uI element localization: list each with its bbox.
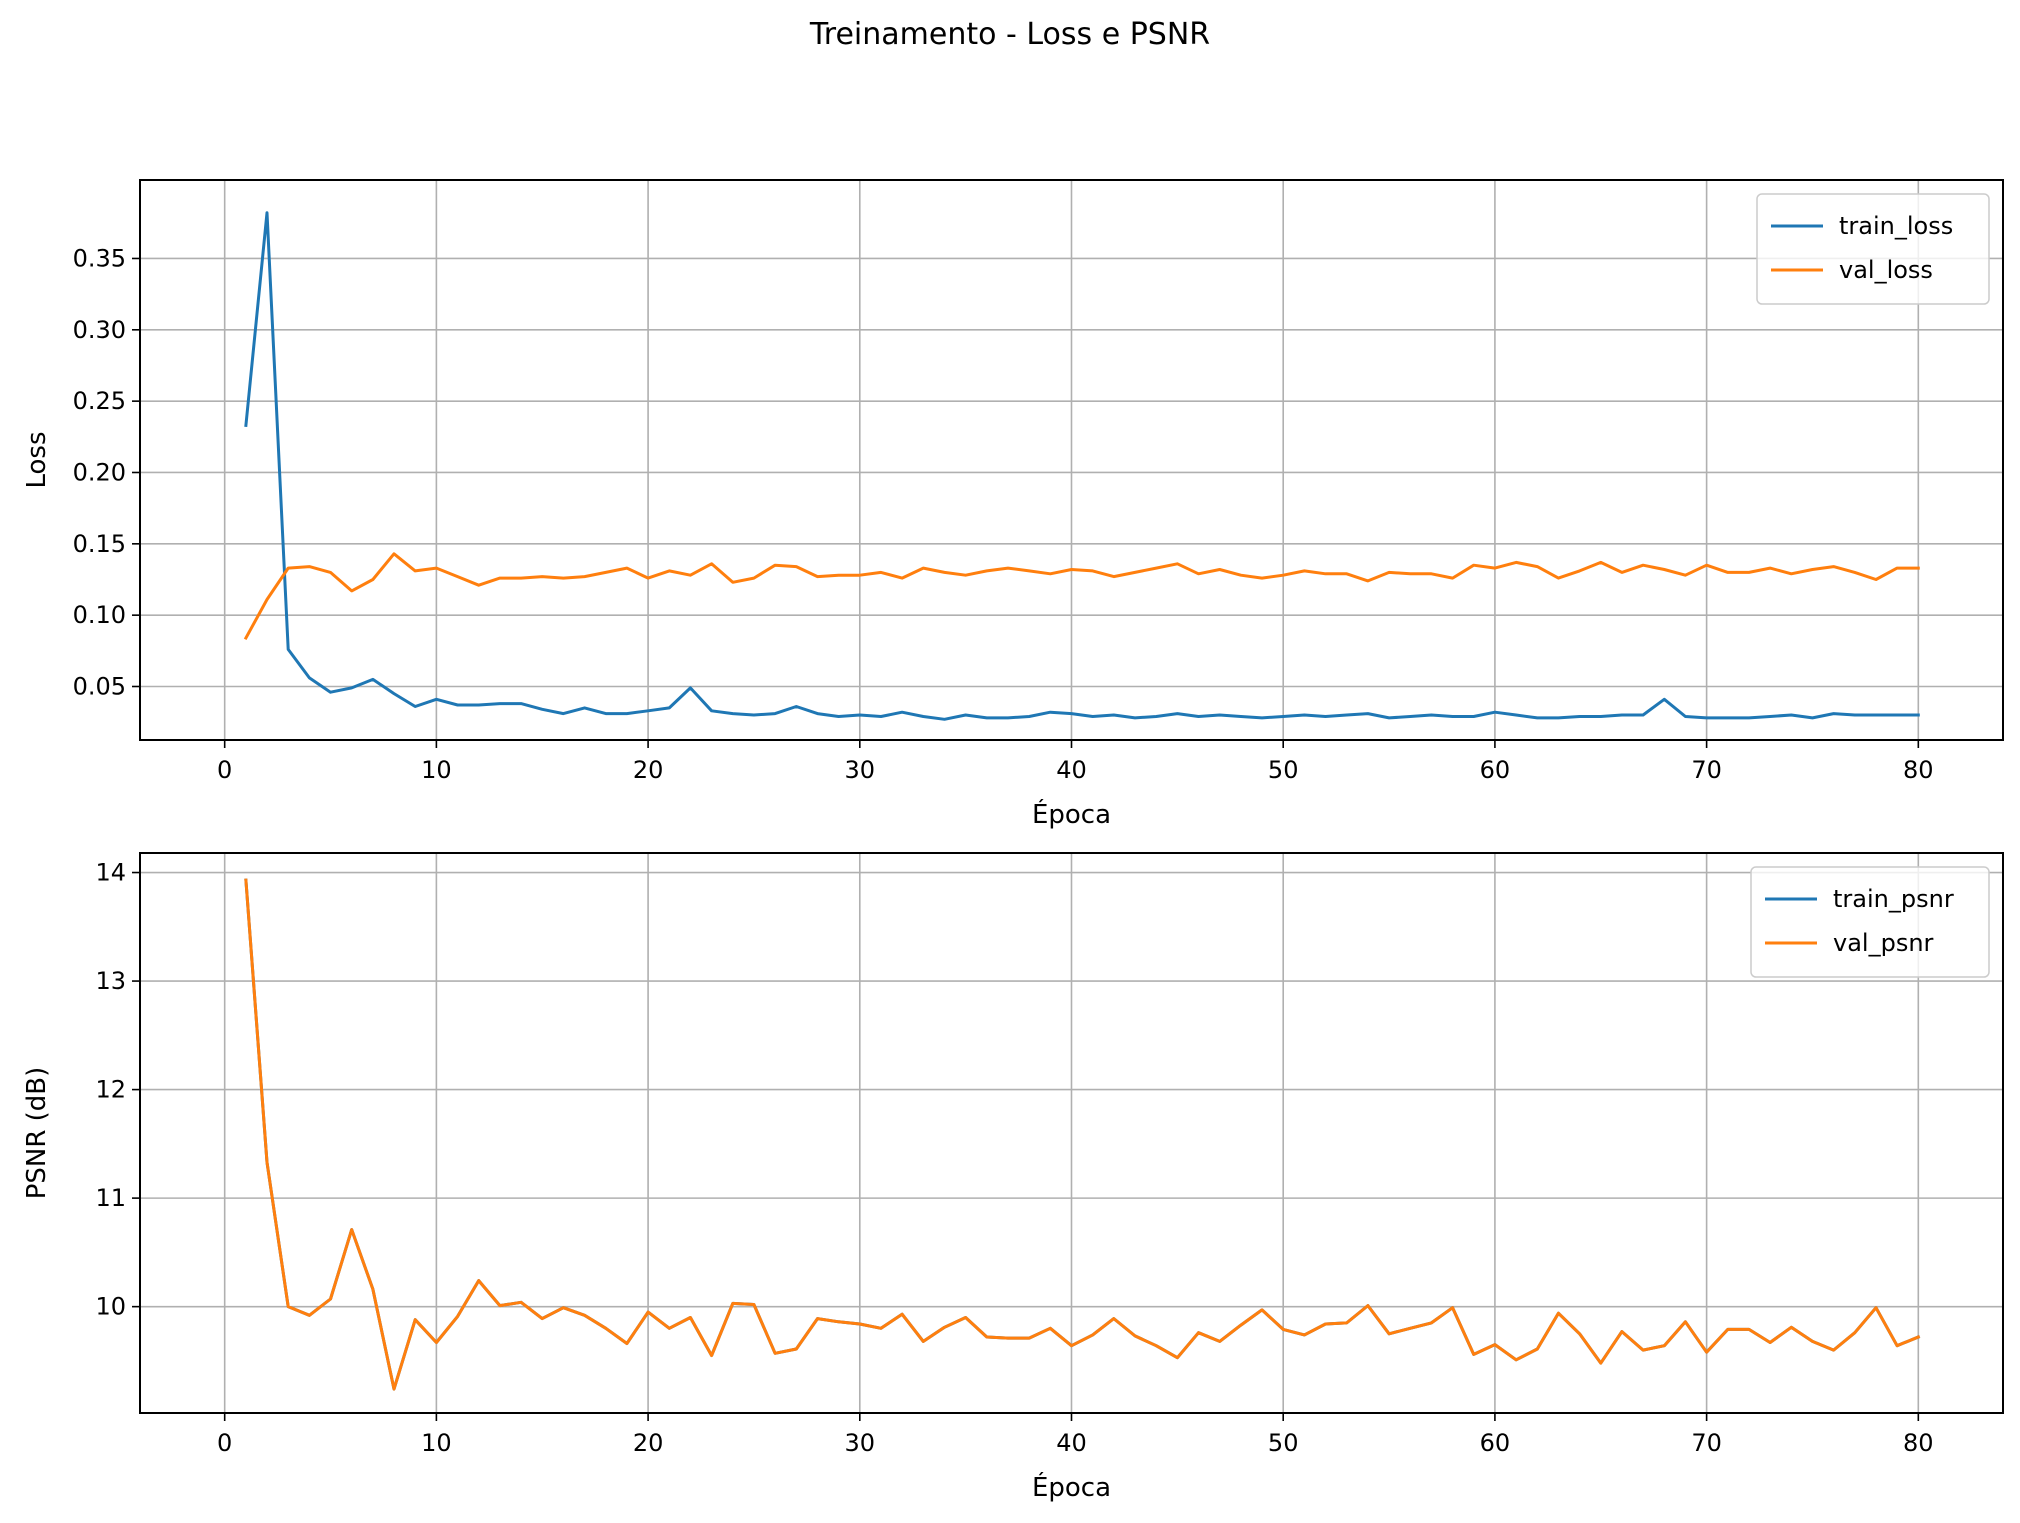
loss-legend: train_loss val_loss [1756,193,1990,305]
psnr-panel: 0 10 20 30 40 50 60 70 80 10 11 12 13 14 Época PSNR (dB… [22,852,2004,1503]
psnr-legend-box [1750,866,1990,978]
loss-x-tick-label: 10 [421,756,452,784]
series-line-val_psnr [244,878,1921,1391]
legend-label-train_psnr: train_psnr [1833,885,1954,913]
loss-y-tick-label: 0.15 [73,530,126,558]
loss-y-tick-label: 0.25 [73,387,126,415]
loss-x-tick-label: 60 [1480,756,1511,784]
psnr-x-tick-label: 0 [217,1429,232,1457]
loss-x-tick-label: 30 [845,756,876,784]
psnr-y-axis-label: PSNR (dB) [22,1067,52,1200]
psnr-y-tick-label: 14 [95,859,126,887]
psnr-x-tick-label: 40 [1056,1429,1087,1457]
psnr-x-tick-label: 70 [1691,1429,1722,1457]
legend-label-val_psnr: val_psnr [1833,929,1934,957]
series-line-val_loss [243,552,1920,641]
figure-title: Treinamento - Loss e PSNR [809,17,1210,52]
psnr-y-tick-label: 13 [95,967,126,995]
loss-x-tick-label: 70 [1691,756,1722,784]
legend-label-val_loss: val_loss [1839,256,1933,284]
loss-y-tick-label: 0.35 [73,244,126,272]
loss-x-tick-label: 0 [217,756,232,784]
psnr-legend: train_psnr val_psnr [1750,866,1990,978]
loss-x-tick-label: 40 [1056,756,1087,784]
loss-y-tick-label: 0.05 [73,672,126,700]
series-line-train_loss [244,211,1920,721]
psnr-x-tick-label: 80 [1903,1429,1934,1457]
psnr-x-axis-label: Época [1032,1471,1111,1503]
psnr-y-tick-label: 10 [95,1293,126,1321]
loss-y-tick-label: 0.20 [73,458,126,486]
loss-y-tick-label: 0.10 [73,601,126,629]
psnr-x-tick-label: 30 [845,1429,876,1457]
loss-x-tick-label: 20 [633,756,664,784]
psnr-x-tick-label: 20 [633,1429,664,1457]
loss-panel: 0 10 20 30 40 50 60 70 80 0.05 0.10 0.15 0.20 0.25 0.3… [22,179,2004,830]
loss-y-tick-label: 0.30 [73,316,126,344]
legend-label-train_loss: train_loss [1839,212,1953,240]
psnr-x-tick-label: 10 [421,1429,452,1457]
loss-legend-box [1756,193,1990,305]
psnr-x-tick-label: 60 [1480,1429,1511,1457]
loss-x-tick-label: 50 [1268,756,1299,784]
loss-x-tick-label: 80 [1903,756,1934,784]
psnr-x-tick-label: 50 [1268,1429,1299,1457]
loss-y-axis-label: Loss [22,431,52,488]
psnr-y-tick-label: 12 [95,1076,126,1104]
psnr-y-tick-label: 11 [95,1184,126,1212]
loss-x-axis-label: Época [1032,798,1111,830]
